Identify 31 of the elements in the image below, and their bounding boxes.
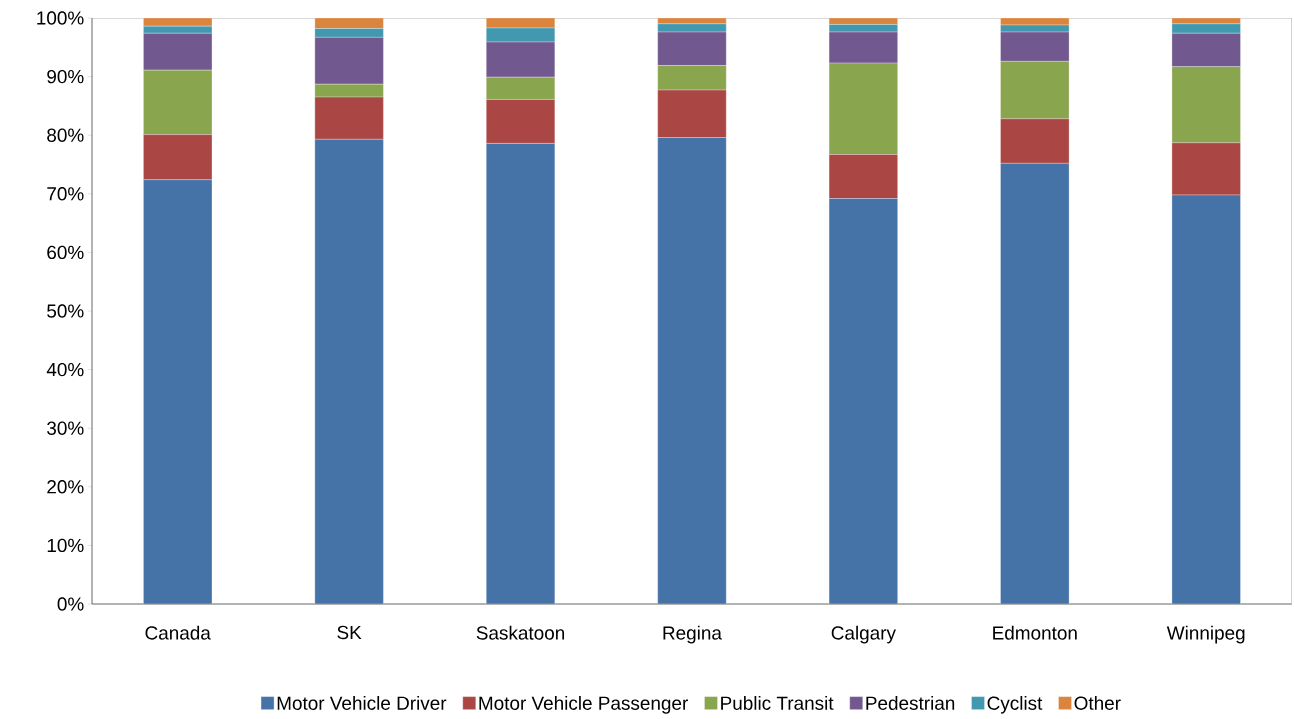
bar bbox=[143, 179, 213, 604]
bar bbox=[1000, 163, 1070, 604]
x-tick-label: Calgary bbox=[831, 625, 896, 644]
y-tick-label: 70% bbox=[47, 187, 84, 201]
x-tick-label: Saskatoon bbox=[476, 625, 565, 640]
bar bbox=[314, 139, 384, 604]
x-tick-label: Canada bbox=[145, 625, 211, 640]
legend-label: Pedestrian bbox=[866, 696, 955, 710]
y-tick-label: 40% bbox=[46, 362, 84, 377]
x-tick-label: Winnipeg bbox=[1166, 625, 1245, 644]
y-tick-label: 60% bbox=[47, 245, 84, 260]
x-tick-label: Edmonton bbox=[993, 625, 1077, 640]
legend-label: Motor Vehicle Passenger bbox=[479, 696, 688, 714]
y-tick-label: 0% bbox=[57, 597, 84, 611]
y-tick-label: 30% bbox=[47, 421, 84, 435]
y-tick-label: 80% bbox=[47, 128, 84, 142]
y-tick-label: 20% bbox=[47, 480, 84, 494]
y-tick-label: 50% bbox=[47, 304, 84, 318]
y-tick-label: 90% bbox=[47, 69, 84, 84]
legend-label: Motor Vehicle Driver bbox=[277, 696, 447, 710]
y-tick-label: 100% bbox=[37, 11, 84, 25]
x-tick-label: Regina bbox=[663, 625, 722, 644]
legend-label: Other bbox=[1074, 696, 1121, 710]
bar bbox=[657, 137, 727, 604]
y-tick-label: 10% bbox=[47, 538, 84, 553]
legend-label: Public Transit bbox=[721, 696, 834, 710]
legend-label: Cyclist bbox=[987, 696, 1043, 714]
bar bbox=[1171, 194, 1241, 604]
x-tick-label: SK bbox=[337, 625, 362, 640]
bar bbox=[828, 198, 898, 604]
bar bbox=[486, 143, 555, 604]
